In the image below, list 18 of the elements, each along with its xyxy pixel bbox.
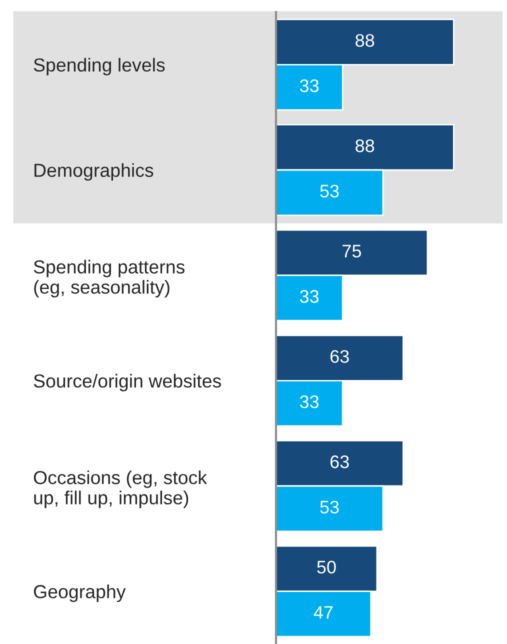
y-tick-label: Geography	[34, 584, 126, 602]
data-label: 33	[300, 79, 319, 92]
data-label: 63	[330, 455, 349, 468]
y-tick-label: Spending patterns (eg, seasonality)	[34, 260, 185, 298]
data-label: 47	[314, 606, 333, 619]
data-label: 75	[342, 244, 362, 258]
y-tick-label: Source/origin websites	[34, 374, 221, 392]
y-tick-label: Demographics	[34, 163, 154, 181]
data-label: 53	[320, 500, 339, 514]
data-label: 88	[356, 34, 374, 47]
data-label: 33	[300, 290, 319, 303]
data-label: 50	[317, 560, 336, 574]
data-label: 63	[330, 350, 349, 363]
data-label: 88	[356, 139, 374, 152]
data-label: 53	[320, 184, 339, 198]
y-tick-label: Occasions (eg, stock up, fill up, impulse)	[34, 470, 208, 508]
data-label: 33	[300, 395, 319, 408]
y-tick-label: Spending levels	[34, 58, 165, 76]
